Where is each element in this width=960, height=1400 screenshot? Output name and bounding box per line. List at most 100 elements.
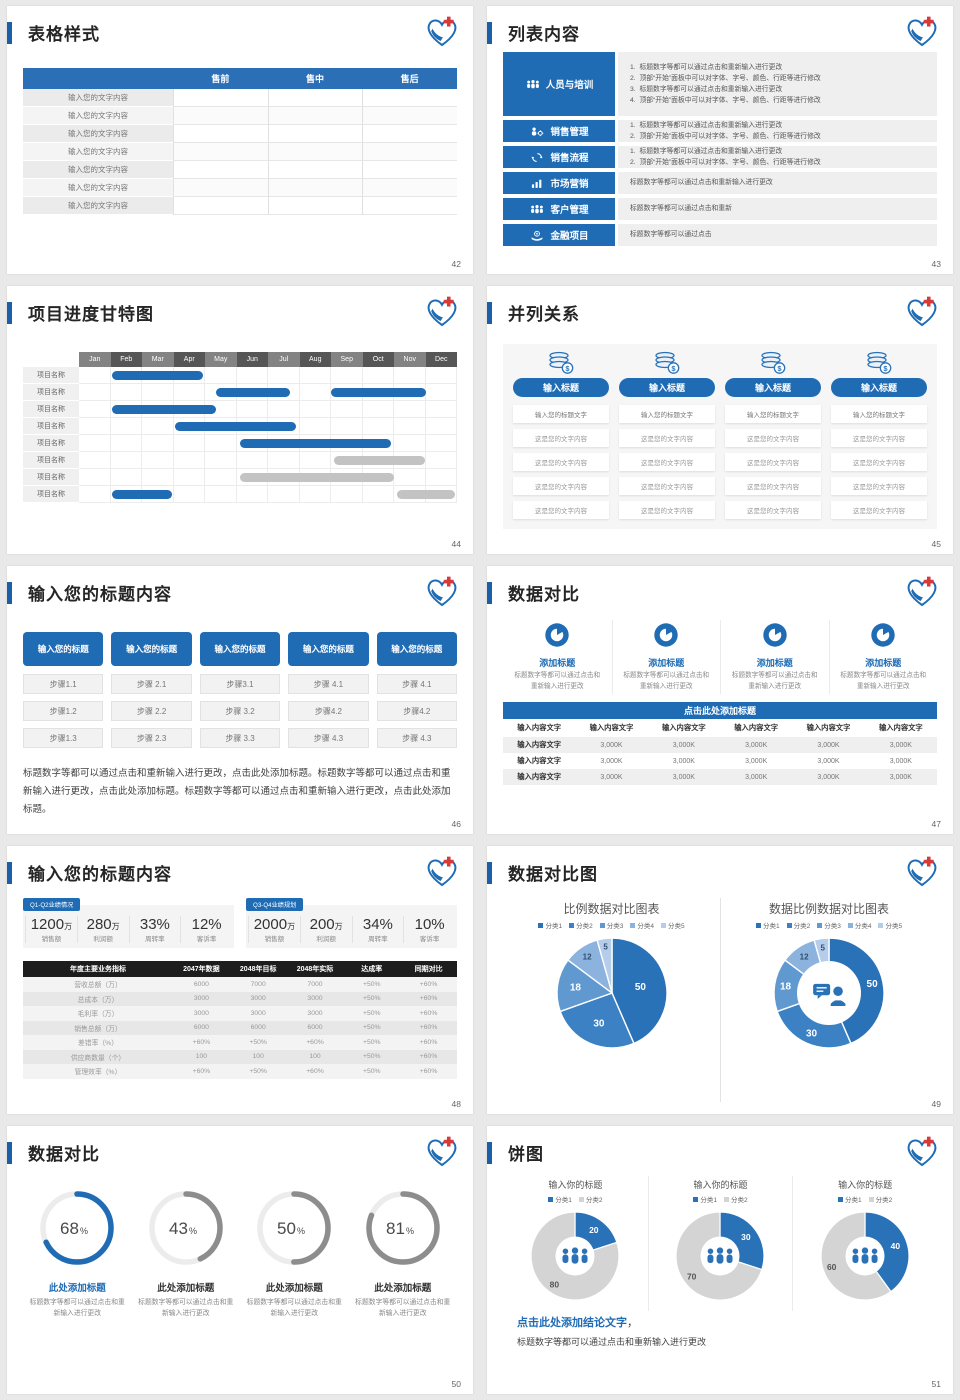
category-label: 人员与培训 [545,80,594,91]
donut-block: 输入你的标题 分类1 分类2 30 70 [647,1176,793,1311]
step-box: 步骤4.2 [376,701,457,721]
slide-50-progress-rings[interactable]: 数据对比 68% 此处添加标题 标题数字等都可以通过点击和重新输入进行更改 43% 此处… [7,1126,473,1394]
donut-title: 输入你的标题 [548,1180,603,1190]
slide-51-pies[interactable]: 饼图 输入你的标题 分类1 分类2 20 80 输入你的标题 分类1 分类2 30 70 输入你的标… [487,1126,953,1394]
conclusion-separator: ， [627,1317,638,1329]
table-cell: 供应商数量（个） [70,1054,126,1062]
progress-ring: 43% [149,1191,223,1265]
gantt-grid-cell [205,435,237,452]
slide-49-pie-charts[interactable]: 数据对比图 比例数据对比图表 分类1 分类2 分类3 分类4 分类5 50 30 18 12 5 数… [487,846,953,1114]
stat-item: 280万 利润额 [76,916,129,943]
slice-value-label: 5 [820,943,825,952]
pie-chart: 50 30 18 12 5 [555,937,668,1049]
gantt-grid-cell [425,418,457,435]
gantt-grid-cell [236,367,268,384]
content-table: 售前 售中 售后 输入您的文字内容 输入您的文字内容 输入您的文字内容 输入您的文字内容 输入… [23,68,457,215]
gantt-grid-cell [268,401,300,418]
gantt-grid-cell [142,435,174,452]
legend-item: 分类3 [817,920,841,930]
table-cell: 输入内容文字 [517,740,562,750]
donut-chart: 50 30 18 12 5 [773,937,885,1049]
svg-text:$: $ [565,364,570,373]
gantt-grid-cell [268,452,300,469]
row-label-cell: 输入您的文字内容 [23,179,173,197]
table-header-cell: 输入内容文字 [589,723,634,733]
gantt-month-cell: Dec [425,352,457,367]
chart-legend: 分类1 分类2 分类3 分类4 分类5 [538,920,685,930]
table-cell: 7000 [307,980,323,988]
table-cell [362,197,457,215]
slide-43-list-content[interactable]: 列表内容 人员与培训 1. 标题数字等都可以通过点击和重新输入进行更改 2. 顶部“… [487,6,953,274]
title-accent-bar [7,582,12,604]
table-cell: +50% [363,1024,381,1032]
feature-title: 添加标题 [539,658,576,668]
gantt-grid-cell [268,367,300,384]
table-cell [267,125,363,143]
table-cell [267,161,363,179]
table-row: 输入您的文字内容 [23,143,457,161]
column-item: 输入您的标题文字 [513,405,609,423]
legend-label: 分类2 [875,1197,893,1204]
chart-legend: 分类1 分类2 分类3 分类4 分类5 [755,920,902,930]
gantt-bar [239,473,394,482]
column-item: 这是您的文字内容 [725,501,821,519]
gantt-bar [239,439,391,448]
ring-title: 此处添加标题 [265,1283,323,1294]
table-cell: +60% [192,1038,211,1046]
donuts-row: 输入你的标题 分类1 分类2 20 80 输入你的标题 分类1 分类2 30 70 输入你的标题 分类… [503,1176,937,1311]
row-label-cell: 输入您的文字内容 [23,197,173,215]
gantt-grid-cell [299,401,331,418]
gantt-grid-cell [299,452,331,469]
page-number: 46 [451,819,461,829]
slide-45-parallel[interactable]: 并列关系 $ 输入标题 输入您的标题文字 这是您的文字内容 这是您的文字内容 这是您的文字… [487,286,953,554]
slide-44-gantt[interactable]: 项目进度甘特图 Jan Feb Mar Apr May Jun Jul Aug Sep Oct No… [7,286,473,554]
page-number: 48 [451,1099,461,1109]
slide-46-steps[interactable]: 输入您的标题内容 输入您的标题 步骤1.1 步骤1.2 步骤1.3 输入您的标题 步骤 2… [7,566,473,834]
pie-circle-icon [871,623,895,647]
table-cell: 3000 [307,995,323,1003]
gantt-row: 项目名称 [23,401,457,418]
gantt-grid-cell [205,452,237,469]
slide-48-kpi-table[interactable]: 输入您的标题内容 Q1-Q2业绩情况 1200万 销售额 280万 利润额 33% 周转率 1… [7,846,473,1114]
title-accent-bar [7,302,12,324]
legend-item: 分类1 [693,1194,717,1204]
table-row: 输入您的文字内容 [23,125,457,143]
gantt-grid-cell [425,384,457,401]
gantt-month-cell: Jul [268,352,300,367]
table-row: 输入您的文字内容 [23,107,457,125]
feature-title: 添加标题 [648,658,685,668]
ring-block: 43% 此处添加标题 标题数字等都可以通过点击和重新输入进行更改 [132,1188,241,1382]
pie-circle-icon [545,623,569,647]
slide-title: 并列关系 [508,305,580,324]
slice-value-label: 50 [867,979,879,990]
feature-caption: 标题数字等都可以通过点击和重新输入进行更改 [840,672,927,690]
table-row: 差错率（%） +60% +50% +60% +50% +60% [23,1035,457,1050]
progress-ring: 50% [257,1191,331,1265]
gantt-row: 项目名称 [23,384,457,401]
progress-ring: 68% [40,1191,114,1265]
gantt-grid-cell [173,435,205,452]
stat-value: 2000万 [253,916,296,933]
legend-swatch [578,1196,584,1202]
pie-slice [555,959,613,1013]
table-cell [173,179,268,197]
stat-unit: 万 [111,922,120,931]
table-style-content: 售前 售中 售后 输入您的文字内容 输入您的文字内容 输入您的文字内容 输入您的文字内容 输入… [23,56,457,262]
steps-content: 输入您的标题 步骤1.1 步骤1.2 步骤1.3 输入您的标题 步骤 2.1 步骤 2.2 步… [23,616,457,822]
slide-47-data-compare[interactable]: 数据对比 添加标题 标题数字等都可以通过点击和重新输入进行更改 添加标题 标题数字等都… [487,566,953,834]
table-cell: +60% [306,1038,324,1046]
page-number: 50 [451,1379,461,1389]
title-accent-bar [7,22,12,44]
gantt-grid-cell [110,435,142,452]
column-title-pill: 输入标题 [513,378,609,397]
slide-title: 表格样式 [28,25,100,44]
table-cell [267,179,363,197]
ring-block: 50% 此处添加标题 标题数字等都可以通过点击和重新输入进行更改 [240,1188,349,1382]
gantt-bar [112,490,172,499]
slide-42-table-style[interactable]: 表格样式 售前 售中 售后 输入您的文字内容 输入您的文字内容 输入您的文字内容 输入您的文… [7,6,473,274]
feature-caption: 标题数字等都可以通过点击和重新输入进行更改 [623,672,710,690]
stat-label: 周转率 [368,936,388,943]
gantt-grid-cell [110,384,142,401]
legend-label: 分类3 [824,923,841,930]
table-cell: +60% [419,1038,438,1046]
